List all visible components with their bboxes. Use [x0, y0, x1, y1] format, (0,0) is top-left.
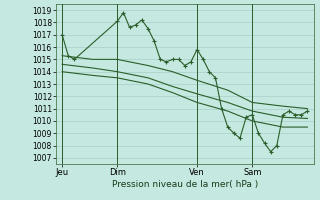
X-axis label: Pression niveau de la mer( hPa ): Pression niveau de la mer( hPa ): [112, 180, 258, 189]
